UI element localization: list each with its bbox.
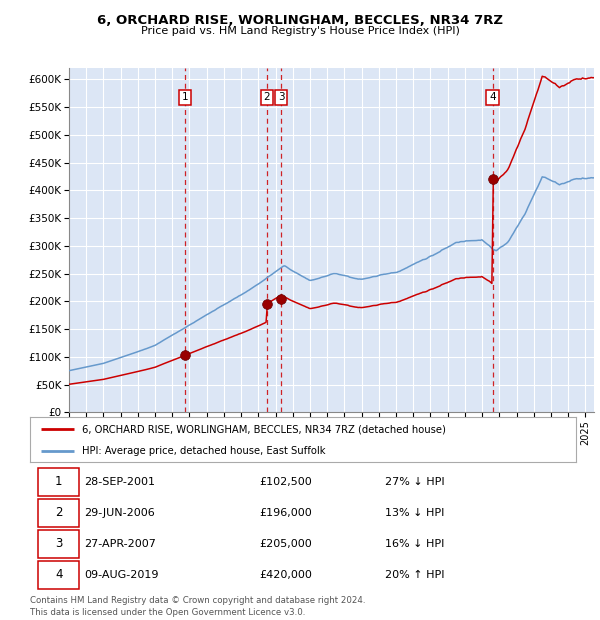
Text: £196,000: £196,000 bbox=[259, 508, 312, 518]
Text: £102,500: £102,500 bbox=[259, 477, 312, 487]
Text: 2: 2 bbox=[263, 92, 270, 102]
Text: Contains HM Land Registry data © Crown copyright and database right 2024.
This d: Contains HM Land Registry data © Crown c… bbox=[30, 596, 365, 617]
Text: 2: 2 bbox=[55, 507, 62, 519]
Text: 1: 1 bbox=[182, 92, 188, 102]
Text: 1: 1 bbox=[55, 476, 62, 488]
Text: 4: 4 bbox=[490, 92, 496, 102]
FancyBboxPatch shape bbox=[38, 561, 79, 588]
Text: 27% ↓ HPI: 27% ↓ HPI bbox=[385, 477, 445, 487]
Text: 4: 4 bbox=[55, 569, 62, 581]
Text: 13% ↓ HPI: 13% ↓ HPI bbox=[385, 508, 444, 518]
FancyBboxPatch shape bbox=[38, 530, 79, 557]
Text: 16% ↓ HPI: 16% ↓ HPI bbox=[385, 539, 444, 549]
Text: 09-AUG-2019: 09-AUG-2019 bbox=[85, 570, 159, 580]
Text: HPI: Average price, detached house, East Suffolk: HPI: Average price, detached house, East… bbox=[82, 446, 325, 456]
Text: 28-SEP-2001: 28-SEP-2001 bbox=[85, 477, 155, 487]
Text: £420,000: £420,000 bbox=[259, 570, 312, 580]
Text: Price paid vs. HM Land Registry's House Price Index (HPI): Price paid vs. HM Land Registry's House … bbox=[140, 26, 460, 36]
Text: 6, ORCHARD RISE, WORLINGHAM, BECCLES, NR34 7RZ: 6, ORCHARD RISE, WORLINGHAM, BECCLES, NR… bbox=[97, 14, 503, 27]
Text: £205,000: £205,000 bbox=[259, 539, 312, 549]
FancyBboxPatch shape bbox=[38, 468, 79, 495]
Text: 6, ORCHARD RISE, WORLINGHAM, BECCLES, NR34 7RZ (detached house): 6, ORCHARD RISE, WORLINGHAM, BECCLES, NR… bbox=[82, 424, 446, 435]
FancyBboxPatch shape bbox=[38, 499, 79, 526]
Text: 3: 3 bbox=[278, 92, 284, 102]
Text: 3: 3 bbox=[55, 538, 62, 550]
Text: 29-JUN-2006: 29-JUN-2006 bbox=[85, 508, 155, 518]
Text: 20% ↑ HPI: 20% ↑ HPI bbox=[385, 570, 445, 580]
Text: 27-APR-2007: 27-APR-2007 bbox=[85, 539, 157, 549]
